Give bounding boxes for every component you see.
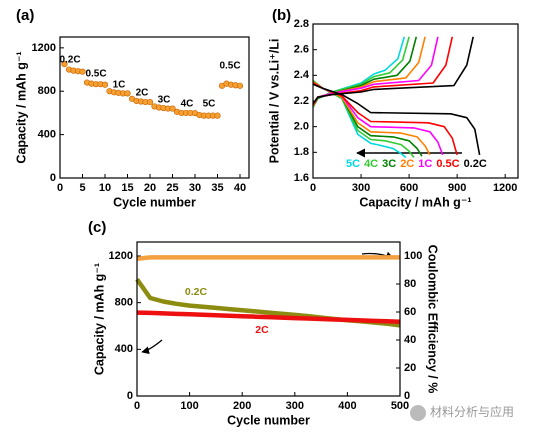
legend-label: 0.2C bbox=[464, 158, 487, 170]
series-label: 2C bbox=[255, 324, 269, 336]
y2-tick-label: 100 bbox=[404, 250, 422, 262]
x-tick-label: 15 bbox=[121, 182, 133, 194]
y2-tick-label: 40 bbox=[404, 334, 416, 346]
x-tick-label: 0 bbox=[134, 400, 140, 412]
y-tick-label: 2.0 bbox=[294, 121, 309, 133]
series-line bbox=[136, 310, 401, 325]
panel-label: (b) bbox=[272, 7, 291, 24]
x-axis-label: Cycle number bbox=[227, 413, 310, 427]
y2-tick-label: 20 bbox=[404, 362, 416, 374]
legend-label: 0.5C bbox=[436, 158, 459, 170]
y-tick-label: 2.8 bbox=[294, 18, 309, 30]
y-tick-label: 0 bbox=[50, 172, 56, 184]
series-label: 0.2C bbox=[185, 286, 208, 298]
axes-frame bbox=[59, 36, 250, 179]
x-tick-label: 500 bbox=[391, 400, 409, 412]
axes-frame bbox=[136, 241, 401, 397]
x-tick-label: 100 bbox=[180, 400, 198, 412]
y2-tick-label: 80 bbox=[404, 278, 416, 290]
series-line bbox=[312, 36, 481, 156]
legend-label: 2C bbox=[400, 158, 414, 170]
panel-label: (a) bbox=[16, 7, 34, 24]
x-axis-label: Cycle number bbox=[113, 195, 196, 209]
annotation: 0.2C bbox=[59, 55, 80, 66]
watermark: 材料分析与应用 bbox=[430, 404, 514, 419]
axes-frame bbox=[312, 23, 519, 179]
x-tick-label: 10 bbox=[99, 182, 111, 194]
x-tick-label: 400 bbox=[338, 400, 356, 412]
annotation: 0.5C bbox=[219, 61, 240, 72]
x-tick-label: 300 bbox=[286, 400, 304, 412]
x-tick-label: 35 bbox=[211, 182, 223, 194]
x-tick-label: 0 bbox=[310, 182, 316, 194]
y-tick-label: 1200 bbox=[109, 250, 133, 262]
annotation: 5C bbox=[203, 99, 216, 110]
x-tick-label: 0 bbox=[57, 182, 63, 194]
y-axis-label: Capacity / mAh g⁻¹ bbox=[92, 263, 106, 375]
y-tick-label: 1.8 bbox=[294, 146, 309, 158]
point bbox=[169, 105, 176, 112]
series-line bbox=[312, 36, 423, 157]
y-tick-label: 800 bbox=[38, 85, 56, 97]
point bbox=[146, 98, 154, 106]
annotation: 2C bbox=[136, 88, 149, 99]
arrow bbox=[141, 339, 163, 355]
x-axis-label: Capacity / mAh g⁻¹ bbox=[359, 195, 471, 209]
annotation: 3C bbox=[158, 95, 171, 106]
y-tick-label: 2.2 bbox=[294, 95, 309, 107]
x-tick-label: 5 bbox=[79, 182, 85, 194]
x-tick-label: 900 bbox=[448, 182, 466, 194]
annotation: 0.5C bbox=[85, 69, 106, 80]
legend-label: 1C bbox=[418, 158, 432, 170]
y-tick-label: 1200 bbox=[32, 42, 56, 54]
watermark-icon bbox=[410, 405, 426, 421]
point bbox=[214, 112, 221, 119]
y-tick-label: 1.6 bbox=[294, 172, 309, 184]
legend-label: 5C bbox=[346, 158, 360, 170]
y-tick-label: 2.6 bbox=[294, 44, 309, 56]
point bbox=[61, 61, 68, 68]
legend-label: 4C bbox=[364, 158, 378, 170]
x-tick-label: 1200 bbox=[493, 182, 517, 194]
panel-label: (c) bbox=[88, 219, 106, 236]
y-tick-label: 2.4 bbox=[294, 69, 310, 81]
y-axis-label: Potential / V vs.Li⁺/Li bbox=[267, 39, 281, 164]
x-tick-label: 30 bbox=[189, 182, 201, 194]
point bbox=[124, 90, 131, 97]
point bbox=[79, 68, 86, 75]
annotation: 4C bbox=[181, 99, 194, 110]
x-tick-label: 300 bbox=[352, 182, 370, 194]
annotation: 1C bbox=[113, 80, 126, 91]
y-tick-label: 400 bbox=[115, 343, 133, 355]
x-tick-label: 200 bbox=[233, 400, 251, 412]
x-tick-label: 40 bbox=[234, 182, 246, 194]
y2-tick-label: 60 bbox=[404, 306, 416, 318]
point bbox=[236, 82, 244, 89]
series-line bbox=[312, 36, 444, 156]
y2-axis-label: Coulombic Efficiency / % bbox=[426, 245, 440, 394]
point bbox=[101, 81, 109, 88]
x-tick-label: 20 bbox=[144, 182, 156, 194]
series-line bbox=[136, 255, 400, 262]
y2-tick-label: 0 bbox=[404, 390, 410, 402]
x-tick-label: 600 bbox=[400, 182, 418, 194]
y-tick-label: 400 bbox=[38, 129, 56, 141]
legend-label: 3C bbox=[382, 158, 396, 170]
y-tick-label: 0 bbox=[127, 390, 133, 402]
y-axis-label: Capacity / mAh g⁻¹ bbox=[14, 51, 28, 163]
x-tick-label: 25 bbox=[166, 182, 178, 194]
y-tick-label: 800 bbox=[115, 297, 133, 309]
series-line bbox=[312, 36, 407, 159]
